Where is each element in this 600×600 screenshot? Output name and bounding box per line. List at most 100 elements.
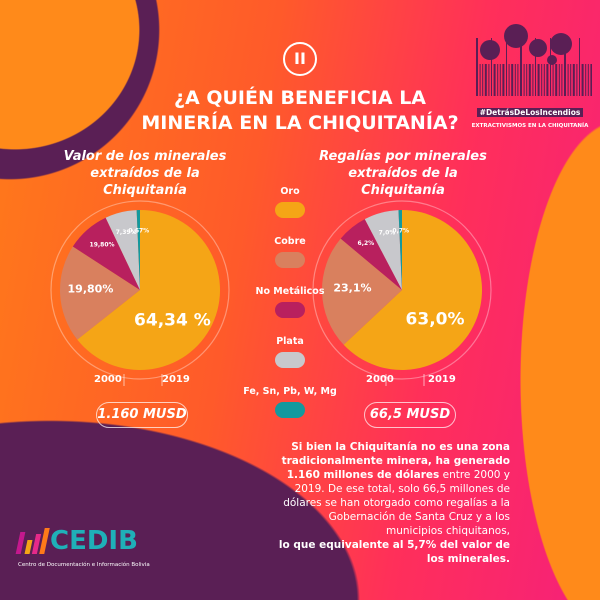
logo-tagline: Centro de Documentación e Información Bo… [18,562,150,568]
cedib-logo: CEDIB Centro de Documentación e Informac… [15,526,150,568]
pie-slice-plata [105,210,140,290]
bars-logo-icon [15,528,50,554]
pie-slice-cobre [59,246,140,340]
barcode-bar [479,64,481,96]
barcode-bar [555,64,558,96]
barcode-bar [570,64,572,96]
right-year-end: 2019 [428,374,456,385]
left-total: 1.160 MUSD [96,402,188,428]
barcode-bar [561,64,563,96]
barcode-bar [491,38,492,96]
barcode-bar [526,64,528,96]
pie-data-label: 7,0% [379,229,396,236]
pie-data-label: 0,7% [392,227,409,234]
legend-label: No Metálicos [255,286,325,297]
barcode-bar [532,64,534,96]
pie-data-label: 19,80% [68,282,114,295]
barcode-bar [576,64,578,96]
barcode-bar [508,64,510,96]
barcode-bar [572,64,575,96]
title-line-2: MINERÍA EN LA CHIQUITANÍA? [141,112,459,134]
legend: Oro Cobre No Metálicos Plata Fe, Sn, Pb, W, … [240,186,340,436]
barcode-bar [488,64,490,96]
title-line-1: ¿A QUIÉN BENEFICIA LA [173,87,427,109]
barcode-bar [506,38,507,96]
barcode-bar [484,64,487,96]
barcode-bar [535,38,536,96]
pie-slice-cobre [322,238,402,345]
legend-swatch [275,402,305,418]
legend-label: Oro [280,186,300,197]
page-title: ¿A QUIÉN BENEFICIA LA MINERÍA EN LA CHIQ… [120,86,480,136]
barcode-bar [567,64,569,96]
left-year-start: 2000 [94,374,122,385]
pie-data-label: 7,39% [116,229,137,236]
section-number: II [283,42,317,76]
campaign-subtitle: EXTRACTIVISMOS EN LA CHIQUITANÍA [471,123,589,129]
legend-label: Cobre [274,236,306,247]
barcode-bar [517,64,519,96]
summary-text-1: entre 2000 y 2019. De ese total, solo 66… [283,469,510,537]
barcode-bar [514,64,516,96]
pie-data-label: 23,1% [333,281,371,294]
pie-data-label: 64,34 % [134,311,211,331]
left-chart-title: Valor de los minerales extraídos de la C… [50,148,240,199]
legend-swatch [275,202,305,218]
pie-data-label: 6,2% [358,240,375,247]
right-title-line-2: extraídos de la Chiquitanía [348,166,458,198]
pie-slice-no-met-licos [72,217,140,290]
pie-slice-fe-sn-pb-w-mg [136,210,140,290]
barcode-bar [587,64,589,96]
barcode-bar [528,64,531,96]
barcode-bar [579,38,580,96]
barcode-bar [537,64,540,96]
barcode-bar [493,64,496,96]
pie-slice-oro [343,210,482,370]
left-title-line-2: extraídos de la Chiquitanía [90,166,200,198]
legend-swatch [275,302,305,318]
right-total: 66,5 MUSD [364,402,456,428]
right-title-line-1: Regalías por minerales [319,149,487,164]
barcode-bar [511,64,514,96]
barcode-bar [476,38,478,96]
pie-outer-ring [312,200,492,380]
barcode-bar [585,64,587,96]
barcode-bar [499,64,501,96]
trees-barcode-icon [476,24,593,96]
pie-slice-plata [364,210,402,290]
barcode-bar [520,38,522,96]
pie-outer-ring [50,200,230,380]
pie-slice-no-met-licos [340,219,402,290]
barcode-bar [543,64,545,96]
legend-label: Plata [276,336,304,347]
pie-slice-fe-sn-pb-w-mg [398,210,402,290]
barcode-bar [581,64,584,96]
logo-name: CEDIB [50,526,138,556]
pie-slice-oro [77,210,220,370]
barcode-bar [502,64,505,96]
left-title-line-1: Valor de los minerales [63,149,227,164]
pie-data-label: 19,80% [90,242,115,249]
barcode-bar [523,64,525,96]
campaign-hashtag: #DetrásDeLosIncendios [476,108,584,117]
right-year-start: 2000 [366,374,394,385]
left-year-end: 2019 [162,374,190,385]
legend-swatch [275,352,305,368]
legend-swatch [275,252,305,268]
barcode-bar [546,64,549,96]
summary-bold-1: Si bien la Chiquitanía no es una zona tr… [281,441,510,481]
barcode-bar [590,64,593,96]
barcode-bar [482,64,484,96]
barcode-bar [550,38,551,96]
right-chart-title: Regalías por minerales extraídos de la C… [308,148,498,199]
summary-text: Si bien la Chiquitanía no es una zona tr… [270,440,510,566]
barcode-bar [497,64,499,96]
barcode-bar [541,64,543,96]
summary-bold-2: lo que equivalente al 5,7% del valor de … [278,539,510,565]
legend-label: Fe, Sn, Pb, W, Mg [243,386,337,397]
pie-data-label: 0,67% [128,227,149,234]
campaign-logo: #DetrásDeLosIncendios EXTRACTIVISMOS EN … [468,24,593,129]
barcode-bar [552,64,554,96]
